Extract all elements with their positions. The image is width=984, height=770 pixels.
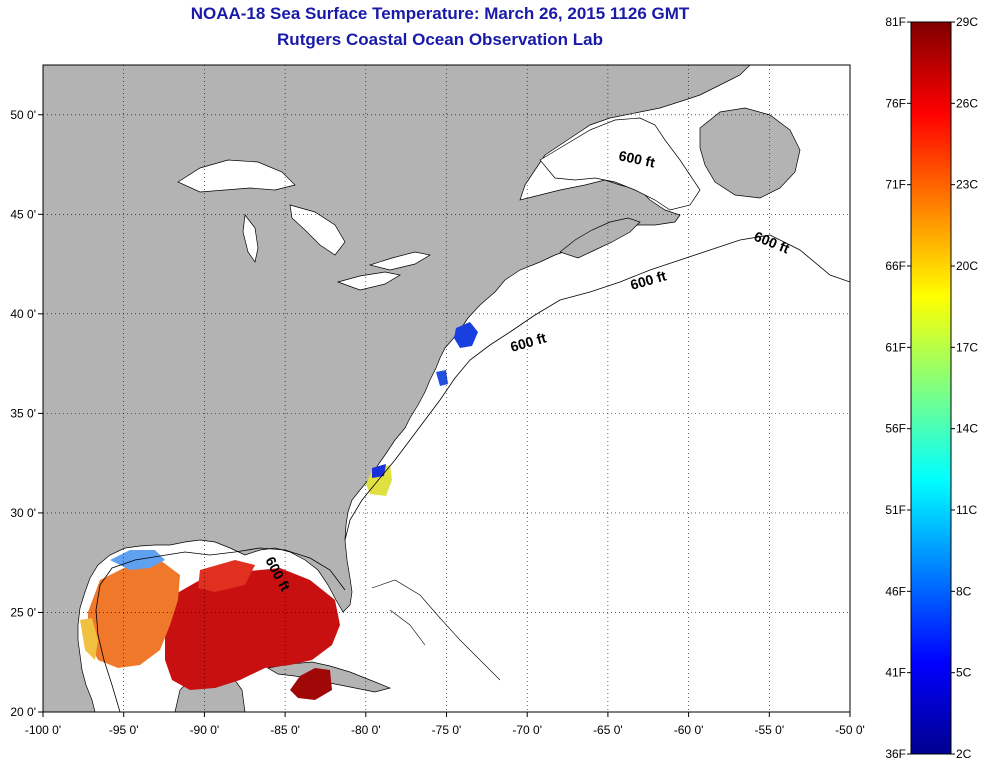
great-lakes: [177, 159, 431, 291]
colorbar-celsius-label: 11C: [956, 503, 977, 517]
colorbar-fahrenheit-label: 51F: [885, 503, 906, 517]
lon-tick-label: -65 0': [593, 723, 623, 737]
gulf-of-st-lawrence: [539, 117, 701, 211]
colorbar-celsius-label: 5C: [956, 666, 972, 680]
axis-ticks: -100 0' -95 0' -90 0' -85 0' -80 0' -75 0' -70…: [10, 108, 864, 737]
sst-data-gulf: [80, 550, 340, 700]
colorbar-fahrenheit-label: 81F: [885, 15, 906, 29]
lon-tick-label: -75 0': [432, 723, 462, 737]
colorbar-fahrenheit-label: 36F: [885, 747, 906, 761]
colorbar-labels: 29C 26C 23C 20C 17C 14C 11C 8C 5C 2C 81F 76F 71F 66F 6…: [885, 15, 978, 761]
map-title: NOAA-18 Sea Surface Temperature: March 2…: [190, 4, 690, 23]
colorbar-fahrenheit-label: 71F: [885, 178, 906, 192]
lon-tick-label: -85 0': [270, 723, 300, 737]
colorbar-celsius-label: 29C: [956, 15, 978, 29]
land-north-america: [43, 65, 751, 712]
lon-tick-label: -60 0': [674, 723, 704, 737]
lat-tick-label: 30 0': [10, 506, 36, 520]
lon-tick-label: -100 0': [25, 723, 61, 737]
lat-tick-label: 50 0': [10, 108, 36, 122]
land-nova-scotia: [559, 217, 641, 259]
lon-tick-label: -90 0': [190, 723, 220, 737]
lon-tick-label: -95 0': [109, 723, 139, 737]
isobath-600ft: [344, 234, 850, 541]
colorbar-celsius-label: 8C: [956, 584, 972, 598]
isobath-600ft-gulf: [95, 547, 346, 712]
colorbar-fahrenheit-label: 66F: [885, 259, 906, 273]
colorbar-celsius-label: 14C: [956, 422, 978, 436]
colorbar-celsius-label: 2C: [956, 747, 972, 761]
sst-data-chesapeake: [436, 370, 448, 386]
sst-data-nj-coast: [454, 322, 478, 348]
colorbar-fahrenheit-label: 76F: [885, 96, 906, 110]
lon-tick-label: -80 0': [351, 723, 381, 737]
land-newfoundland: [699, 107, 801, 199]
colorbar: [910, 21, 952, 755]
lon-tick-label: -55 0': [754, 723, 784, 737]
contour-label: 600 ft: [617, 147, 656, 170]
colorbar-fahrenheit-label: 41F: [885, 666, 906, 680]
map-subtitle: Rutgers Coastal Ocean Observation Lab: [277, 30, 603, 49]
lat-tick-label: 40 0': [10, 307, 36, 321]
grid-lines: [43, 65, 850, 712]
colorbar-fahrenheit-label: 61F: [885, 340, 906, 354]
colorbar-celsius-label: 17C: [956, 340, 978, 354]
colorbar-fahrenheit-label: 46F: [885, 584, 906, 598]
isobath-600ft-bahamas: [371, 579, 501, 681]
lon-tick-label: -50 0': [835, 723, 865, 737]
colorbar-celsius-label: 23C: [956, 178, 978, 192]
lon-tick-label: -70 0': [512, 723, 542, 737]
colorbar-fahrenheit-label: 56F: [885, 422, 906, 436]
colorbar-celsius-label: 26C: [956, 96, 978, 110]
lat-tick-label: 25 0': [10, 605, 36, 619]
lat-tick-label: 35 0': [10, 406, 36, 420]
lat-tick-label: 20 0': [10, 705, 36, 719]
lat-tick-label: 45 0': [10, 207, 36, 221]
colorbar-celsius-label: 20C: [956, 259, 978, 273]
